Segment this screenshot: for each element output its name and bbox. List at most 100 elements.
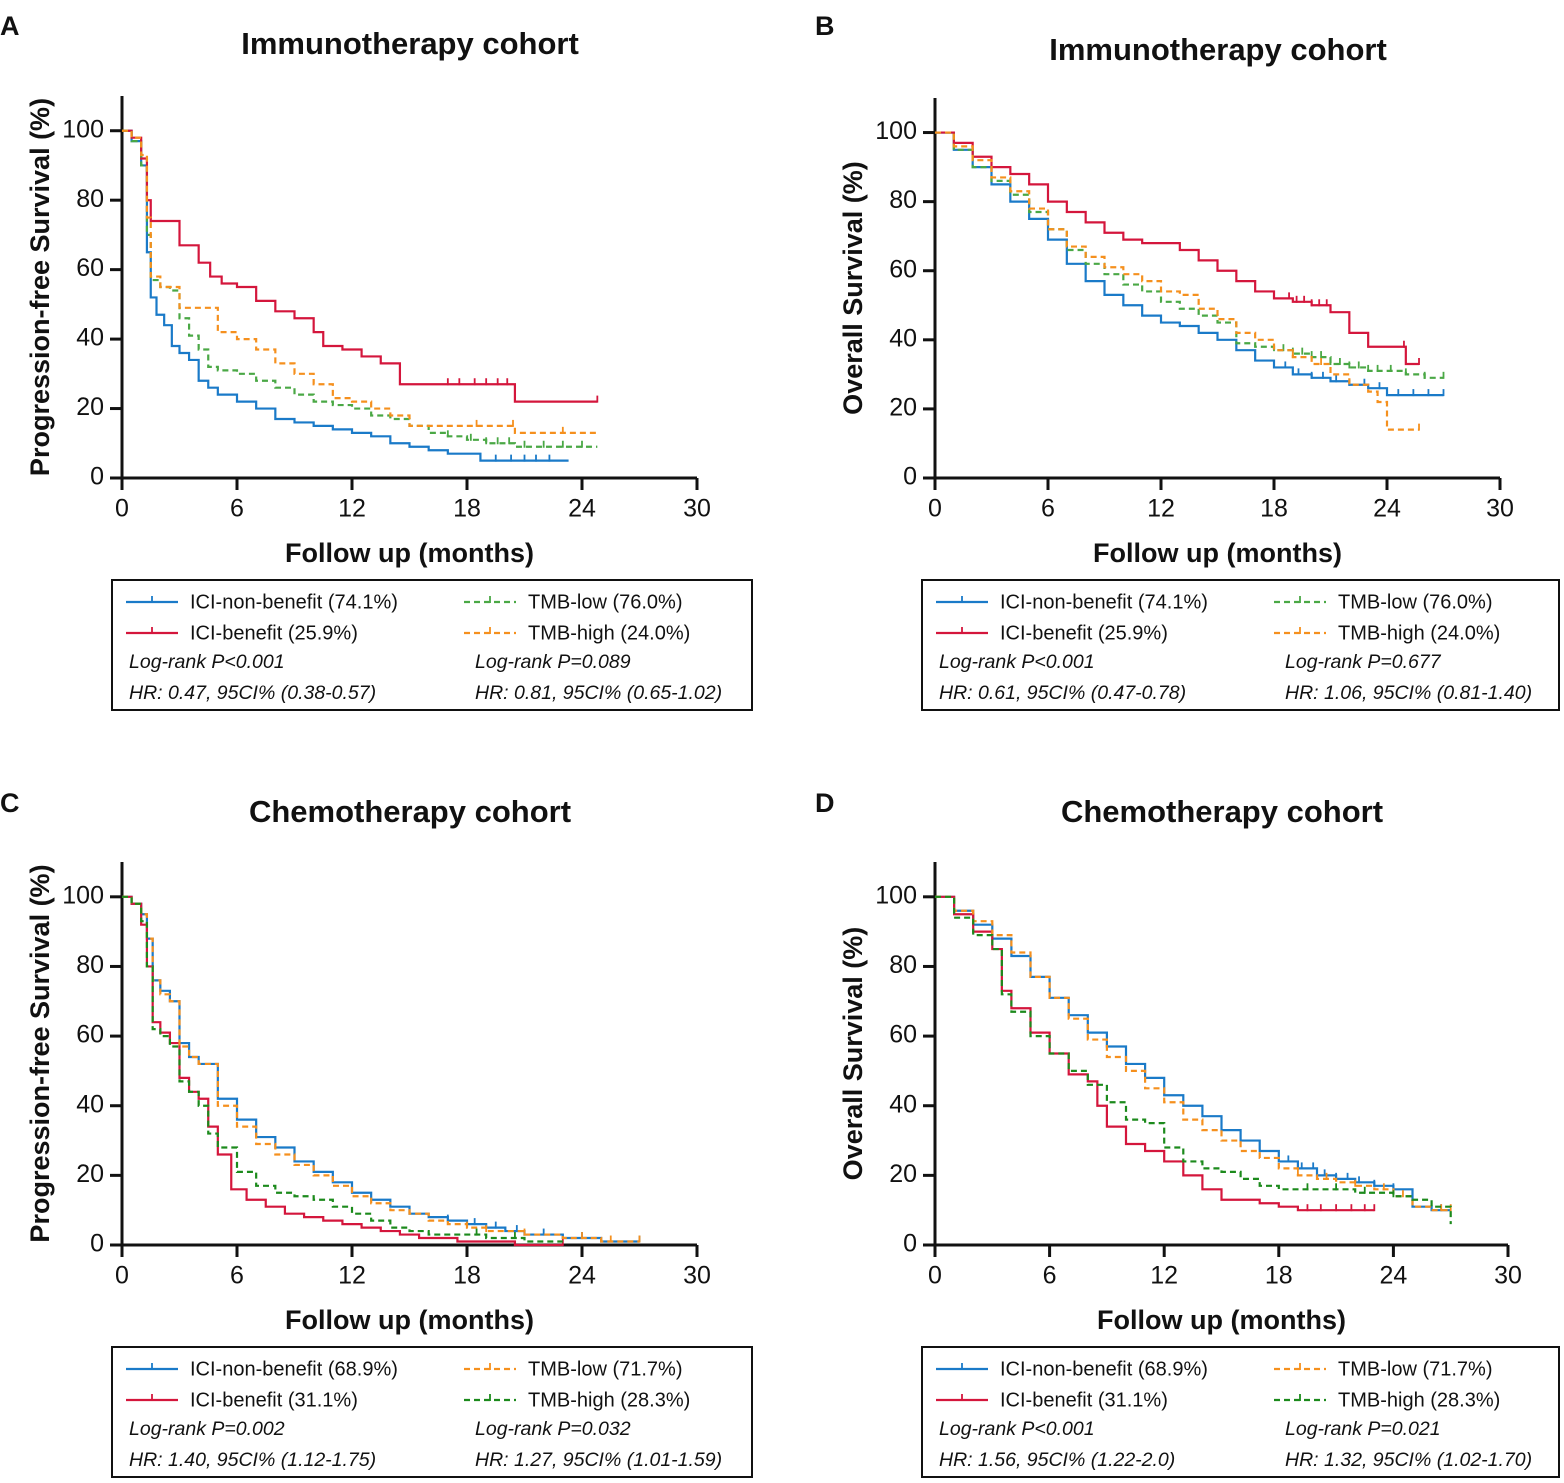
panel-letter: A xyxy=(0,11,20,41)
y-tick-label: 100 xyxy=(875,881,917,909)
legend-label: TMB-high (28.3%) xyxy=(528,1389,690,1411)
x-tick-label: 30 xyxy=(683,495,711,523)
y-tick-label: 80 xyxy=(76,951,104,979)
legend-label: TMB-high (24.0%) xyxy=(1338,622,1500,644)
legend-symbol xyxy=(126,596,178,604)
survival-curve xyxy=(122,895,640,1243)
legend-label: ICI-benefit (31.1%) xyxy=(190,1389,358,1411)
legend-label: TMB-low (71.7%) xyxy=(1338,1358,1492,1380)
x-tick-label: 6 xyxy=(230,495,244,523)
logrank-stat: Log-rank P=0.032 xyxy=(475,1418,631,1440)
survival-curve xyxy=(122,895,640,1243)
legend-symbol xyxy=(1274,1363,1326,1371)
x-axis-label: Follow up (months) xyxy=(285,1305,534,1335)
legend-symbol xyxy=(936,1394,988,1402)
panel-letter: B xyxy=(815,11,835,41)
legend-symbol xyxy=(464,1363,516,1371)
hazard-ratio-stat: HR: 0.81, 95CI% (0.65-1.02) xyxy=(475,682,722,704)
legend-symbol xyxy=(936,596,988,604)
x-tick-label: 6 xyxy=(230,1262,244,1290)
y-tick-label: 0 xyxy=(903,463,917,491)
x-tick-label: 24 xyxy=(568,495,596,523)
y-tick-label: 40 xyxy=(889,1090,917,1118)
y-tick-label: 40 xyxy=(76,324,104,352)
y-tick-label: 100 xyxy=(62,881,104,909)
x-tick-label: 30 xyxy=(1494,1262,1522,1290)
legend-symbol xyxy=(126,1363,178,1371)
legend: ICI-non-benefit (74.1%) ICI-benefit (25.9… xyxy=(111,579,753,711)
x-tick-label: 24 xyxy=(568,1262,596,1290)
y-axis-label: Overall Survival (%) xyxy=(838,161,868,415)
x-tick-label: 0 xyxy=(115,1262,129,1290)
survival-curve xyxy=(935,895,1452,1225)
logrank-stat: Log-rank P=0.677 xyxy=(1285,651,1442,673)
legend-label: ICI-non-benefit (68.9%) xyxy=(190,1358,398,1380)
x-tick-label: 24 xyxy=(1379,1262,1407,1290)
y-tick-label: 80 xyxy=(889,951,917,979)
legend-box xyxy=(921,1346,1560,1478)
survival-curve xyxy=(935,131,1420,366)
legend-label: TMB-high (28.3%) xyxy=(1338,1389,1500,1411)
x-tick-label: 6 xyxy=(1043,1262,1057,1290)
chart-title: Chemotherapy cohort xyxy=(249,794,571,829)
survival-curve xyxy=(935,895,1375,1212)
y-tick-label: 80 xyxy=(76,185,104,213)
legend-label: ICI-benefit (25.9%) xyxy=(1000,622,1168,644)
y-tick-label: 60 xyxy=(889,1021,917,1049)
survival-curve xyxy=(122,129,569,462)
survival-curve xyxy=(122,895,563,1243)
survival-curve xyxy=(122,129,598,403)
panel-A: A Immunotherapy cohort 0 20 40 60 80 100 0 6 12 18 2… xyxy=(0,11,753,711)
y-tick-label: 0 xyxy=(90,1230,104,1258)
survival-curve xyxy=(122,129,598,434)
y-tick-label: 20 xyxy=(76,1160,104,1188)
survival-curve xyxy=(935,131,1444,379)
y-tick-label: 40 xyxy=(76,1090,104,1118)
hazard-ratio-stat: HR: 1.06, 95CI% (0.81-1.40) xyxy=(1285,682,1532,704)
x-tick-label: 18 xyxy=(453,495,481,523)
hazard-ratio-stat: HR: 1.32, 95CI% (1.02-1.70) xyxy=(1285,1449,1532,1471)
y-axis-label: Progression-free Survival (%) xyxy=(25,98,55,476)
survival-curve xyxy=(935,131,1420,431)
legend: ICI-non-benefit (68.9%) ICI-benefit (31.1… xyxy=(111,1346,753,1478)
legend-symbol xyxy=(1274,1394,1326,1402)
x-axis-label: Follow up (months) xyxy=(1093,538,1342,568)
x-tick-label: 6 xyxy=(1041,495,1055,523)
legend-symbol xyxy=(464,1394,516,1402)
y-tick-label: 100 xyxy=(62,115,104,143)
chart-title: Chemotherapy cohort xyxy=(1061,794,1383,829)
logrank-stat: Log-rank P=0.089 xyxy=(475,651,631,673)
legend-label: TMB-low (76.0%) xyxy=(1338,591,1492,613)
x-tick-label: 0 xyxy=(115,495,129,523)
legend-label: TMB-low (71.7%) xyxy=(528,1358,682,1380)
y-tick-label: 40 xyxy=(889,324,917,352)
logrank-stat: Log-rank P=0.002 xyxy=(129,1418,285,1440)
y-tick-label: 20 xyxy=(889,394,917,422)
legend: ICI-non-benefit (68.9%) ICI-benefit (31.1… xyxy=(921,1346,1560,1478)
legend-symbol xyxy=(126,1394,178,1402)
legend: ICI-non-benefit (74.1%) ICI-benefit (25.9… xyxy=(921,579,1560,711)
y-tick-label: 100 xyxy=(875,117,917,145)
x-axis-label: Follow up (months) xyxy=(285,538,534,568)
panel-letter: D xyxy=(815,788,835,818)
panel-letter: C xyxy=(0,788,20,818)
x-tick-label: 24 xyxy=(1373,495,1401,523)
legend-box xyxy=(111,1346,753,1478)
hazard-ratio-stat: HR: 1.40, 95CI% (1.12-1.75) xyxy=(129,1449,376,1471)
legend-label: ICI-benefit (25.9%) xyxy=(190,622,358,644)
hazard-ratio-stat: HR: 0.47, 95CI% (0.38-0.57) xyxy=(129,682,376,704)
y-tick-label: 80 xyxy=(889,186,917,214)
y-tick-label: 0 xyxy=(90,463,104,491)
logrank-stat: Log-rank P=0.021 xyxy=(1285,1418,1441,1440)
x-axis-label: Follow up (months) xyxy=(1097,1305,1346,1335)
hazard-ratio-stat: HR: 0.61, 95CI% (0.47-0.78) xyxy=(939,682,1186,704)
x-tick-label: 30 xyxy=(683,1262,711,1290)
x-tick-label: 18 xyxy=(1265,1262,1293,1290)
legend-symbol xyxy=(464,596,516,604)
y-tick-label: 20 xyxy=(76,393,104,421)
legend-label: ICI-non-benefit (74.1%) xyxy=(190,591,398,613)
panel-C: C Chemotherapy cohort 0 20 40 60 80 100 0 6 12 18 24… xyxy=(0,788,753,1478)
survival-curve xyxy=(122,895,563,1247)
x-tick-label: 12 xyxy=(1150,1262,1178,1290)
